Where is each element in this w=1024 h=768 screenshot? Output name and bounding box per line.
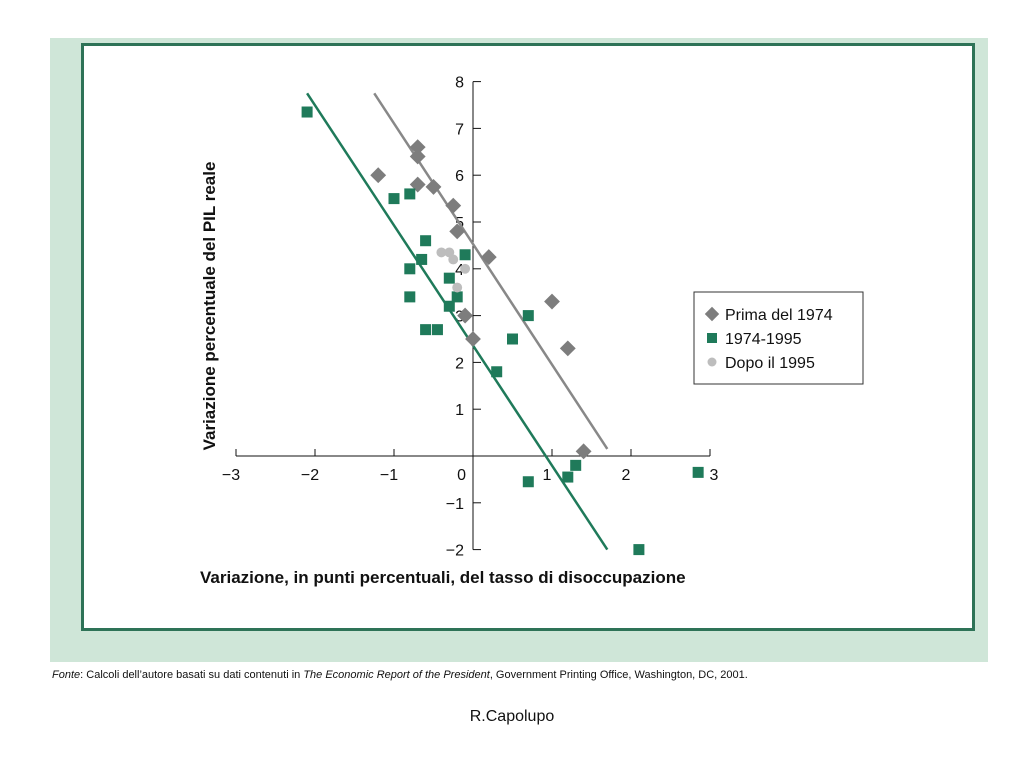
legend-marker-square (707, 333, 717, 343)
data-point-square (692, 466, 704, 478)
y-tick-label: 7 (455, 121, 464, 138)
data-point-square (522, 476, 534, 488)
legend-label: Prima del 1974 (725, 307, 833, 324)
data-point-diamond (449, 223, 466, 240)
data-point-diamond (409, 139, 426, 156)
legend-label: 1974-1995 (725, 331, 802, 348)
data-point-square (562, 471, 574, 483)
legend-marker-diamond (704, 306, 720, 322)
data-point-diamond (457, 307, 474, 324)
source-title: The Economic Report of the President (303, 669, 490, 681)
data-point-diamond (544, 293, 560, 310)
x-tick-label: 3 (710, 467, 719, 484)
data-point-diamond (370, 167, 387, 184)
author-credit: R.Capolupo (469, 708, 555, 725)
data-point-square (431, 324, 443, 336)
data-point-circle (436, 247, 447, 258)
data-point-square (507, 333, 518, 345)
source-note: Fonte: Calcoli dell’autore basati su dat… (52, 669, 748, 681)
x-tick-label: 1 (543, 467, 552, 484)
series-diamond (370, 139, 592, 460)
data-point-square (633, 544, 645, 556)
y-tick-label: −2 (446, 543, 464, 560)
fit-lines (306, 92, 609, 551)
source-suffix: , Government Printing Office, Washington… (489, 669, 748, 681)
legend: Prima del 1974 1974-1995 Dopo il 1995 (693, 291, 864, 385)
data-point-square (388, 193, 400, 205)
y-tick-label: 8 (455, 75, 464, 92)
data-point-circle (452, 282, 463, 293)
x-tick-label: −1 (380, 467, 398, 484)
x-axis-title: Variazione, in punti percentuali, del ta… (200, 568, 686, 587)
legend-label: Dopo il 1995 (725, 355, 815, 372)
data-point-diamond (575, 443, 592, 460)
fit-line-1974-1995 (306, 92, 609, 551)
x-tick-label: −2 (301, 467, 319, 484)
data-point-square (420, 324, 432, 336)
legend-marker-circle (707, 357, 717, 367)
data-point-square (451, 291, 463, 303)
y-tick-label: 6 (455, 168, 464, 185)
y-axis-title: Variazione percentuale del PIL reale (200, 162, 219, 451)
data-point-square (416, 253, 428, 265)
y-tick-label: 1 (455, 402, 464, 419)
data-point-diamond (409, 176, 426, 193)
data-point-diamond (480, 249, 497, 266)
data-point-square (522, 310, 534, 322)
data-point-square (420, 235, 432, 247)
data-point-diamond (445, 197, 462, 214)
y-tick-label: −1 (446, 496, 464, 513)
data-point-square (404, 291, 416, 303)
source-text: : Calcoli dell’autore basati su dati con… (80, 669, 304, 681)
data-point-square (443, 300, 455, 312)
data-point-diamond (559, 340, 576, 357)
y-tick-label: 4 (455, 262, 464, 279)
data-point-square (404, 188, 416, 200)
x-tick-label: 0 (457, 467, 466, 484)
data-point-diamond (409, 148, 426, 165)
data-point-diamond (425, 178, 442, 195)
data-point-circle (448, 254, 459, 265)
data-point-square (570, 459, 582, 471)
data-point-square (491, 366, 503, 378)
data-point-diamond (465, 331, 481, 347)
data-point-square (459, 249, 471, 261)
x-tick-label: −3 (222, 467, 240, 484)
data-point-square (301, 106, 313, 118)
source-prefix: Fonte (52, 669, 81, 681)
series-circle (436, 247, 471, 293)
series-square (301, 106, 704, 556)
fit-line-prima (373, 92, 609, 450)
data-point-square (443, 272, 455, 284)
y-tick-label: 2 (455, 355, 464, 372)
x-tick-label: 2 (622, 467, 631, 484)
data-point-circle (460, 263, 471, 274)
data-points (301, 106, 704, 556)
data-point-square (404, 263, 416, 275)
legend-box (693, 291, 864, 385)
